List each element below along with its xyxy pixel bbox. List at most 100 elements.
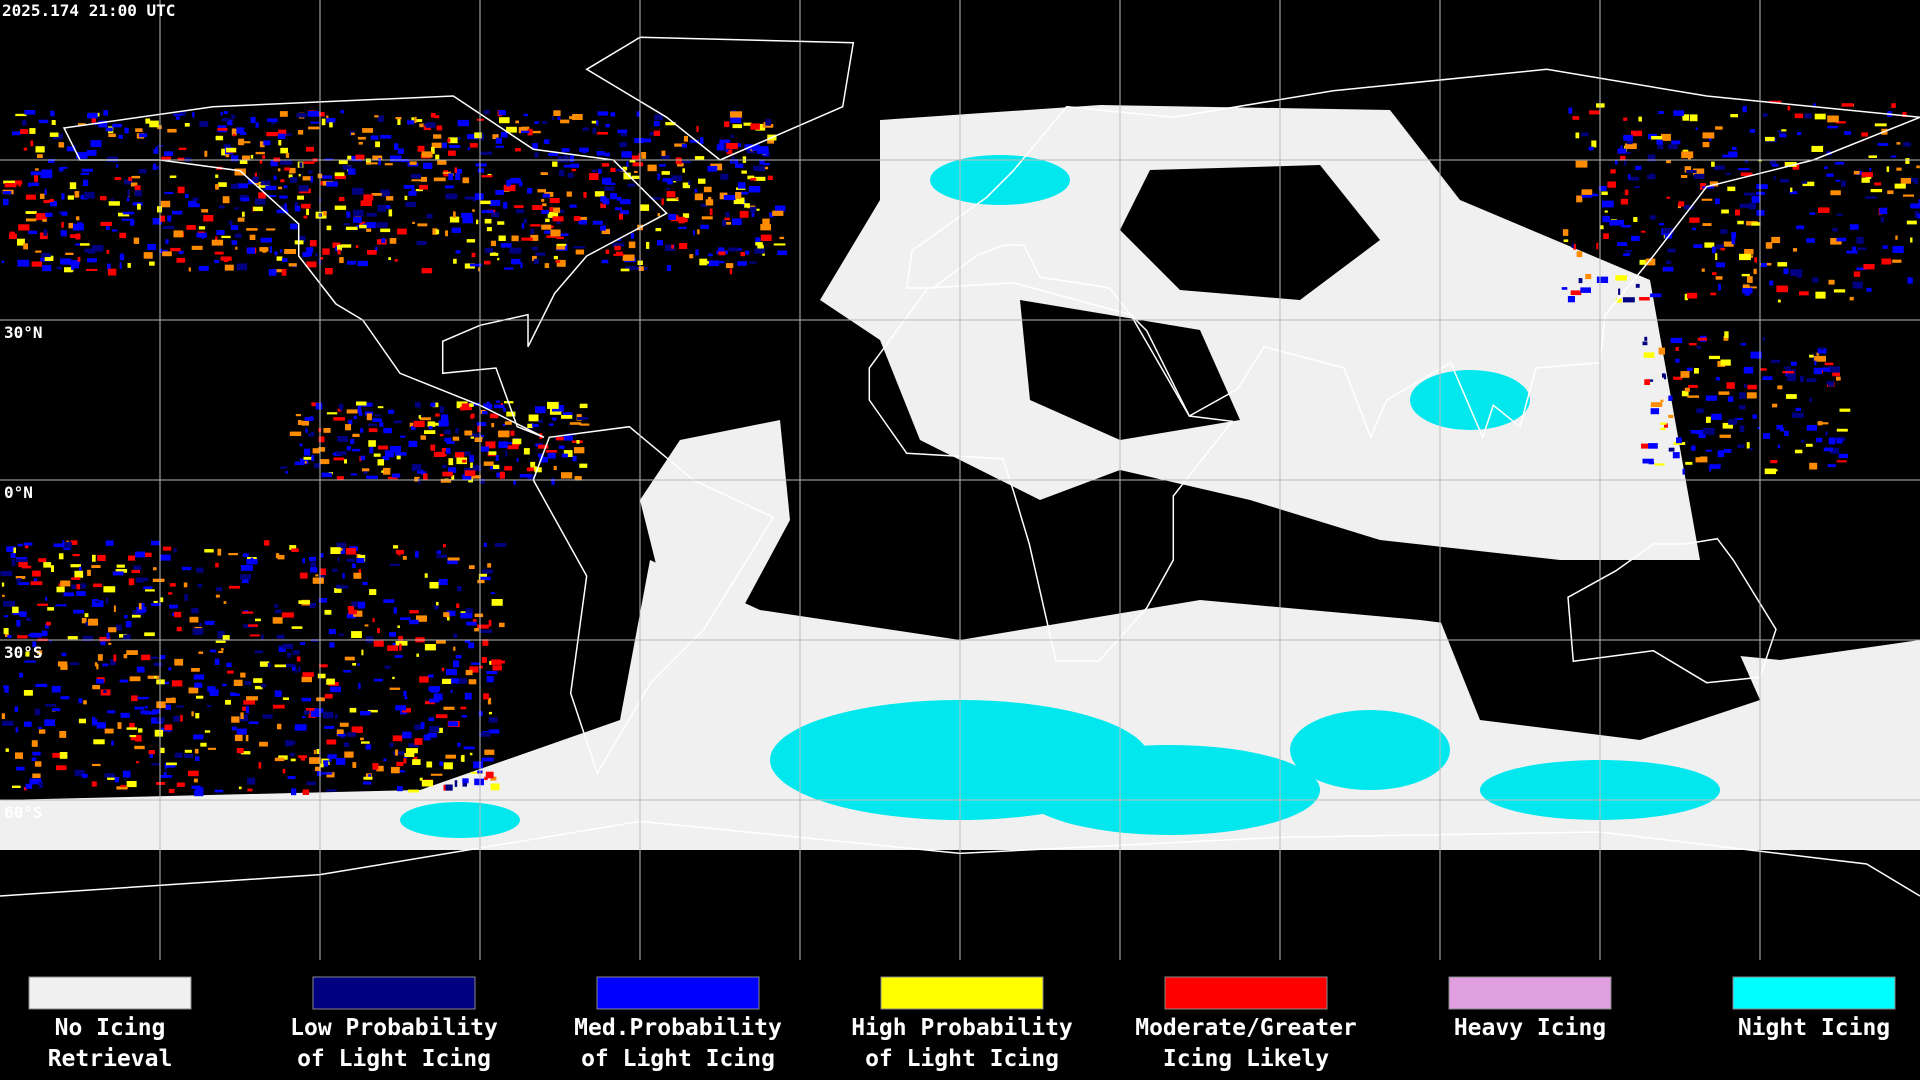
speckle xyxy=(509,247,522,254)
speckle xyxy=(498,441,508,448)
speckle xyxy=(194,790,204,797)
speckle xyxy=(1717,450,1725,458)
speckle xyxy=(1813,103,1817,107)
speckle xyxy=(273,175,277,180)
speckle xyxy=(469,455,475,463)
speckle xyxy=(344,656,355,661)
speckle xyxy=(244,681,252,686)
speckle xyxy=(1696,408,1704,414)
speckle xyxy=(351,563,356,568)
speckle xyxy=(540,172,548,175)
speckle xyxy=(86,268,98,271)
speckle xyxy=(397,625,400,628)
speckle xyxy=(528,414,539,422)
speckle xyxy=(287,776,296,779)
speckle xyxy=(630,233,635,239)
speckle xyxy=(488,451,497,455)
speckle xyxy=(94,662,98,667)
speckle xyxy=(1827,464,1836,467)
speckle xyxy=(1830,447,1839,454)
speckle xyxy=(538,444,549,449)
speckle xyxy=(134,745,145,750)
speckle xyxy=(226,662,232,668)
speckle xyxy=(531,246,538,251)
speckle xyxy=(1667,248,1676,253)
speckle xyxy=(688,180,691,185)
speckle xyxy=(601,163,610,167)
speckle xyxy=(393,751,405,755)
speckle xyxy=(689,139,699,143)
speckle xyxy=(1825,431,1828,436)
speckle xyxy=(432,228,438,235)
speckle xyxy=(423,162,433,169)
speckle xyxy=(753,165,765,172)
speckle xyxy=(361,741,370,744)
speckle xyxy=(1801,181,1808,184)
speckle xyxy=(397,786,403,792)
speckle xyxy=(1570,290,1582,296)
speckle xyxy=(455,428,459,434)
speckle xyxy=(246,247,255,254)
speckle xyxy=(666,191,676,198)
speckle xyxy=(1675,347,1679,351)
speckle xyxy=(1620,145,1623,151)
speckle xyxy=(1833,289,1846,293)
speckle xyxy=(720,173,729,180)
speckle xyxy=(1588,146,1594,151)
speckle xyxy=(15,576,26,579)
speckle xyxy=(185,193,189,198)
speckle xyxy=(353,217,362,223)
speckle xyxy=(262,714,273,719)
speckle xyxy=(1666,196,1671,199)
night-icing-area xyxy=(1290,710,1450,790)
speckle xyxy=(433,693,443,701)
speckle xyxy=(694,188,698,193)
speckle xyxy=(561,472,573,479)
speckle xyxy=(534,121,539,124)
speckle xyxy=(210,649,217,653)
speckle xyxy=(199,121,209,127)
speckle xyxy=(1684,205,1694,210)
speckle xyxy=(326,789,337,792)
speckle xyxy=(289,431,302,436)
speckle xyxy=(162,681,169,685)
speckle xyxy=(113,605,116,613)
speckle xyxy=(1861,172,1873,178)
speckle xyxy=(289,177,298,183)
speckle xyxy=(1715,198,1720,205)
speckle xyxy=(76,216,80,221)
speckle xyxy=(45,597,48,601)
speckle xyxy=(92,685,101,690)
speckle xyxy=(52,752,63,758)
speckle xyxy=(108,201,120,206)
speckle xyxy=(619,199,631,205)
speckle xyxy=(431,422,434,427)
speckle xyxy=(1706,416,1711,423)
speckle xyxy=(129,676,141,682)
speckle xyxy=(296,112,307,118)
speckle xyxy=(1823,166,1828,169)
speckle xyxy=(1623,117,1628,121)
speckle xyxy=(106,249,110,254)
speckle xyxy=(4,183,17,188)
speckle xyxy=(236,263,248,271)
speckle xyxy=(32,641,37,648)
speckle xyxy=(80,583,87,589)
speckle xyxy=(435,154,440,160)
speckle xyxy=(409,610,419,614)
speckle xyxy=(512,438,522,445)
speckle xyxy=(705,199,714,206)
speckle xyxy=(49,198,54,202)
speckle xyxy=(484,776,488,780)
speckle xyxy=(303,215,308,219)
speckle xyxy=(501,131,508,138)
speckle xyxy=(118,212,130,217)
speckle xyxy=(1628,174,1631,180)
speckle xyxy=(598,168,602,174)
speckle xyxy=(1812,277,1819,283)
speckle xyxy=(1836,438,1843,444)
speckle xyxy=(1783,268,1789,275)
speckle xyxy=(38,558,47,563)
speckle xyxy=(1731,232,1737,239)
speckle xyxy=(1650,402,1663,407)
